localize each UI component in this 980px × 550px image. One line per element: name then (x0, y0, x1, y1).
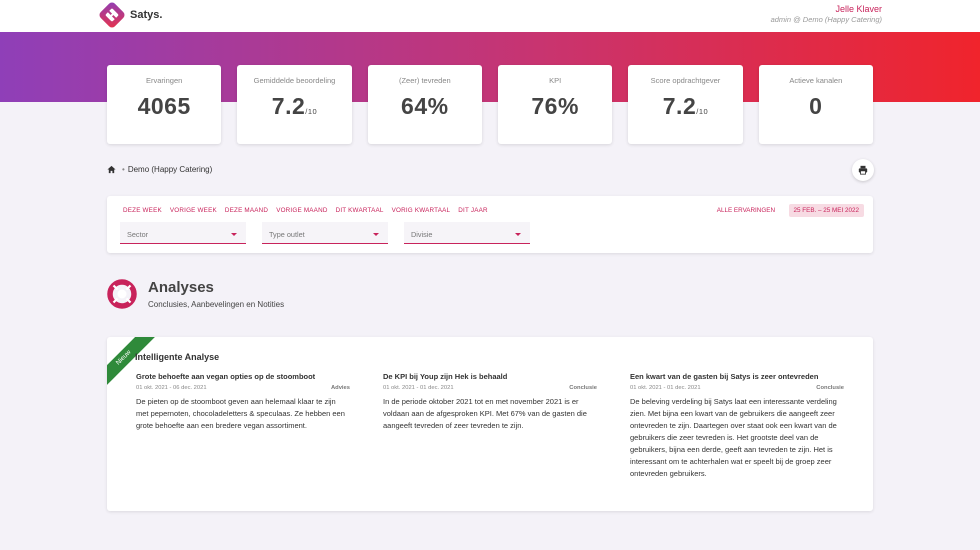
period-deze-week[interactable]: DEZE WEEK (123, 207, 162, 214)
period-dit-kwartaal[interactable]: DIT KWARTAAL (335, 207, 384, 214)
kpi-label: Gemiddelde beoordeling (253, 76, 336, 85)
analysis-meta: 01 okt. 2021 - 01 dec. 2021 Conclusie (383, 385, 597, 391)
kpi-card-actieve-kanalen: Actieve kanalen 0 (758, 65, 873, 144)
kpi-value: 4065 (107, 93, 221, 120)
analysis-item[interactable]: De KPI bij Youp zijn Hek is behaald 01 o… (383, 372, 597, 506)
analysis-body: In de periode oktober 2021 tot en met no… (383, 397, 587, 430)
analysis-item[interactable]: Grote behoefte aan vegan opties op de st… (136, 372, 350, 506)
all-experiences-button[interactable]: ALLE ERVARINGEN (716, 207, 775, 214)
kpi-label: Ervaringen (146, 76, 183, 85)
top-bar: Satys. Jelle Klaver admin @ Demo (Happy … (0, 0, 980, 32)
kpi-value: 64% (368, 93, 482, 120)
kpi-value: 7.2/10 (237, 93, 351, 120)
user-menu[interactable]: Jelle Klaver admin @ Demo (Happy Caterin… (771, 4, 882, 24)
printer-icon (858, 165, 868, 175)
breadcrumb-current[interactable]: Demo (Happy Catering) (127, 165, 213, 174)
brand-name: Satys. (130, 9, 163, 21)
kpi-value: 76% (498, 93, 612, 120)
chevron-down-icon (231, 233, 237, 236)
analysis-title[interactable]: De KPI bij Youp zijn Hek is behaald (383, 372, 508, 381)
kpi-number: 4065 (137, 93, 191, 119)
lifebuoy-icon (107, 279, 137, 309)
kpi-number: 64% (401, 93, 449, 119)
kpi-number: 7.2 (662, 93, 697, 119)
print-button[interactable] (852, 159, 874, 181)
kpi-suffix: /10 (696, 107, 709, 116)
kpi-suffix: /10 (305, 107, 318, 116)
kpi-number: 0 (809, 93, 823, 119)
breadcrumb-separator: • (122, 165, 125, 174)
analysis-date: 01 okt. 2021 - 01 dec. 2021 (630, 385, 701, 391)
user-name[interactable]: Jelle Klaver (835, 4, 882, 14)
analysis-title[interactable]: Een kwart van de gasten bij Satys is zee… (630, 372, 819, 381)
section-title: Analyses (148, 279, 214, 296)
home-icon[interactable] (107, 165, 116, 174)
analysis-body: De beleving verdeling bij Satys laat een… (630, 397, 837, 478)
chevron-down-icon (373, 233, 379, 236)
analysis-tag: Advies (330, 385, 350, 391)
analysis-card: Nieuw Intelligente Analyse Grote behoeft… (107, 337, 873, 511)
brand-logo[interactable]: Satys. (97, 0, 163, 30)
kpi-label: (Zeer) tevreden (398, 76, 451, 85)
filter-selects: Sector Type outlet Divisie (120, 222, 530, 244)
kpi-value: 7.2/10 (628, 93, 742, 120)
kpi-card-ervaringen: Ervaringen 4065 (107, 65, 222, 144)
analysis-tag: Conclusie (816, 385, 844, 391)
period-dit-jaar[interactable]: DIT JAAR (458, 207, 488, 214)
filter-panel: DEZE WEEK VORIGE WEEK DEZE MAAND VORIGE … (107, 196, 873, 253)
analysis-date: 01 okt. 2021 - 06 dec. 2021 (136, 385, 207, 391)
sector-select[interactable]: Sector (120, 222, 246, 244)
kpi-card-kpi: KPI 76% (497, 65, 613, 144)
analysis-body: De pieten op de stoomboot geven aan hele… (136, 397, 345, 430)
select-placeholder: Type outlet (269, 230, 305, 239)
kpi-number: 76% (531, 93, 579, 119)
kpi-value: 0 (759, 93, 873, 120)
period-vorige-maand[interactable]: VORIGE MAAND (276, 207, 328, 214)
analysis-meta: 01 okt. 2021 - 06 dec. 2021 Advies (136, 385, 350, 391)
kpi-label: KPI (549, 76, 562, 85)
kpi-card-tevreden: (Zeer) tevreden 64% (367, 65, 482, 144)
select-placeholder: Sector (127, 230, 149, 239)
section-subtitle: Conclusies, Aanbevelingen en Notities (148, 300, 285, 309)
period-vorig-kwartaal[interactable]: VORIG KWARTAAL (391, 207, 451, 214)
period-vorige-week[interactable]: VORIGE WEEK (169, 207, 217, 214)
divisie-select[interactable]: Divisie (404, 222, 530, 244)
analyses-header: Analyses Conclusies, Aanbevelingen en No… (107, 279, 284, 309)
analysis-date: 01 okt. 2021 - 01 dec. 2021 (383, 385, 454, 391)
analysis-tag: Conclusie (569, 385, 597, 391)
period-deze-maand[interactable]: DEZE MAAND (224, 207, 269, 214)
kpi-row: Ervaringen 4065 Gemiddelde beoordeling 7… (107, 65, 873, 144)
type-outlet-select[interactable]: Type outlet (262, 222, 388, 244)
kpi-label: Score opdrachtgever (650, 76, 721, 85)
kpi-number: 7.2 (271, 93, 306, 119)
card-title: Intelligente Analyse (135, 352, 220, 362)
kpi-label: Actieve kanalen (789, 76, 843, 85)
date-range-picker[interactable]: 25 FEB. – 25 MEI 2022 (788, 204, 864, 217)
select-placeholder: Divisie (411, 230, 433, 239)
analysis-meta: 01 okt. 2021 - 01 dec. 2021 Conclusie (630, 385, 844, 391)
chevron-down-icon (515, 233, 521, 236)
user-role: admin @ Demo (Happy Catering) (770, 15, 882, 24)
period-filters: DEZE WEEK VORIGE WEEK DEZE MAAND VORIGE … (123, 207, 488, 214)
analysis-item[interactable]: Een kwart van de gasten bij Satys is zee… (630, 372, 844, 506)
satys-logo-icon (97, 0, 127, 30)
analysis-title[interactable]: Grote behoefte aan vegan opties op de st… (136, 372, 316, 381)
kpi-card-gemiddelde-beoordeling: Gemiddelde beoordeling 7.2/10 (237, 65, 352, 144)
kpi-card-score-opdrachtgever: Score opdrachtgever 7.2/10 (628, 65, 743, 144)
breadcrumb: • Demo (Happy Catering) (107, 165, 212, 174)
